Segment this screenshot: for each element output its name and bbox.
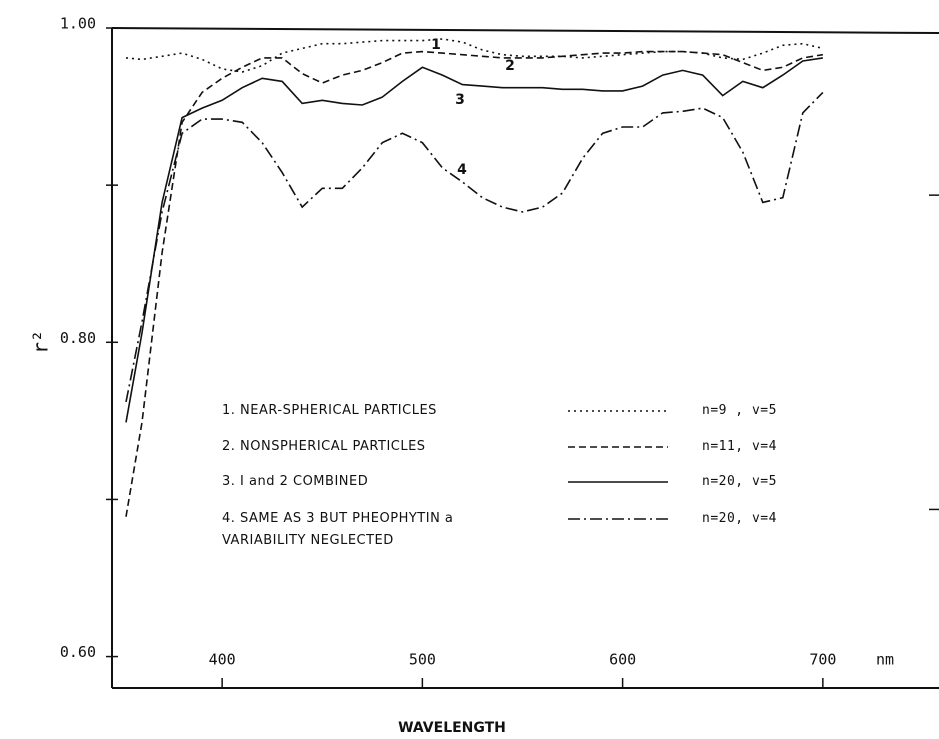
y-axis-label: r² (29, 330, 53, 354)
y-tick-label: 1.00 (60, 15, 96, 33)
curve-label: 4 (457, 162, 467, 178)
x-axis-label: WAVELENGTH (398, 720, 506, 736)
x-tick-label: 400 (209, 651, 236, 669)
legend-entry: 4. SAME AS 3 BUT PHEOPHYTIN a VARIABILIT… (222, 511, 454, 548)
x-unit: nm (876, 651, 894, 669)
legend-stats: n=9 , v=5 (702, 403, 777, 418)
legend-stats: n=20, v=4 (702, 511, 777, 526)
y-tick-label: 0.60 (60, 643, 96, 661)
x-tick-label: 700 (809, 651, 836, 669)
series-line (125, 57, 824, 423)
x-tick-label: 500 (409, 651, 436, 669)
series-line (125, 91, 824, 403)
legend-stats: n=20, v=5 (702, 474, 777, 489)
curve-label: 2 (505, 58, 515, 74)
curve-label: 3 (455, 92, 465, 108)
legend-entry: 1. NEAR-SPHERICAL PARTICLES (222, 403, 437, 418)
curve-label: 1 (431, 37, 441, 53)
legend-entry: 3. I and 2 COMBINED (222, 474, 369, 489)
axis-line (111, 27, 939, 34)
series-line (125, 50, 824, 517)
legend-stats: n=11, v=4 (702, 439, 777, 454)
y-tick-label: 0.80 (60, 329, 96, 347)
x-tick-label: 600 (609, 651, 636, 669)
legend-entry: 2. NONSPHERICAL PARTICLES (222, 439, 426, 454)
